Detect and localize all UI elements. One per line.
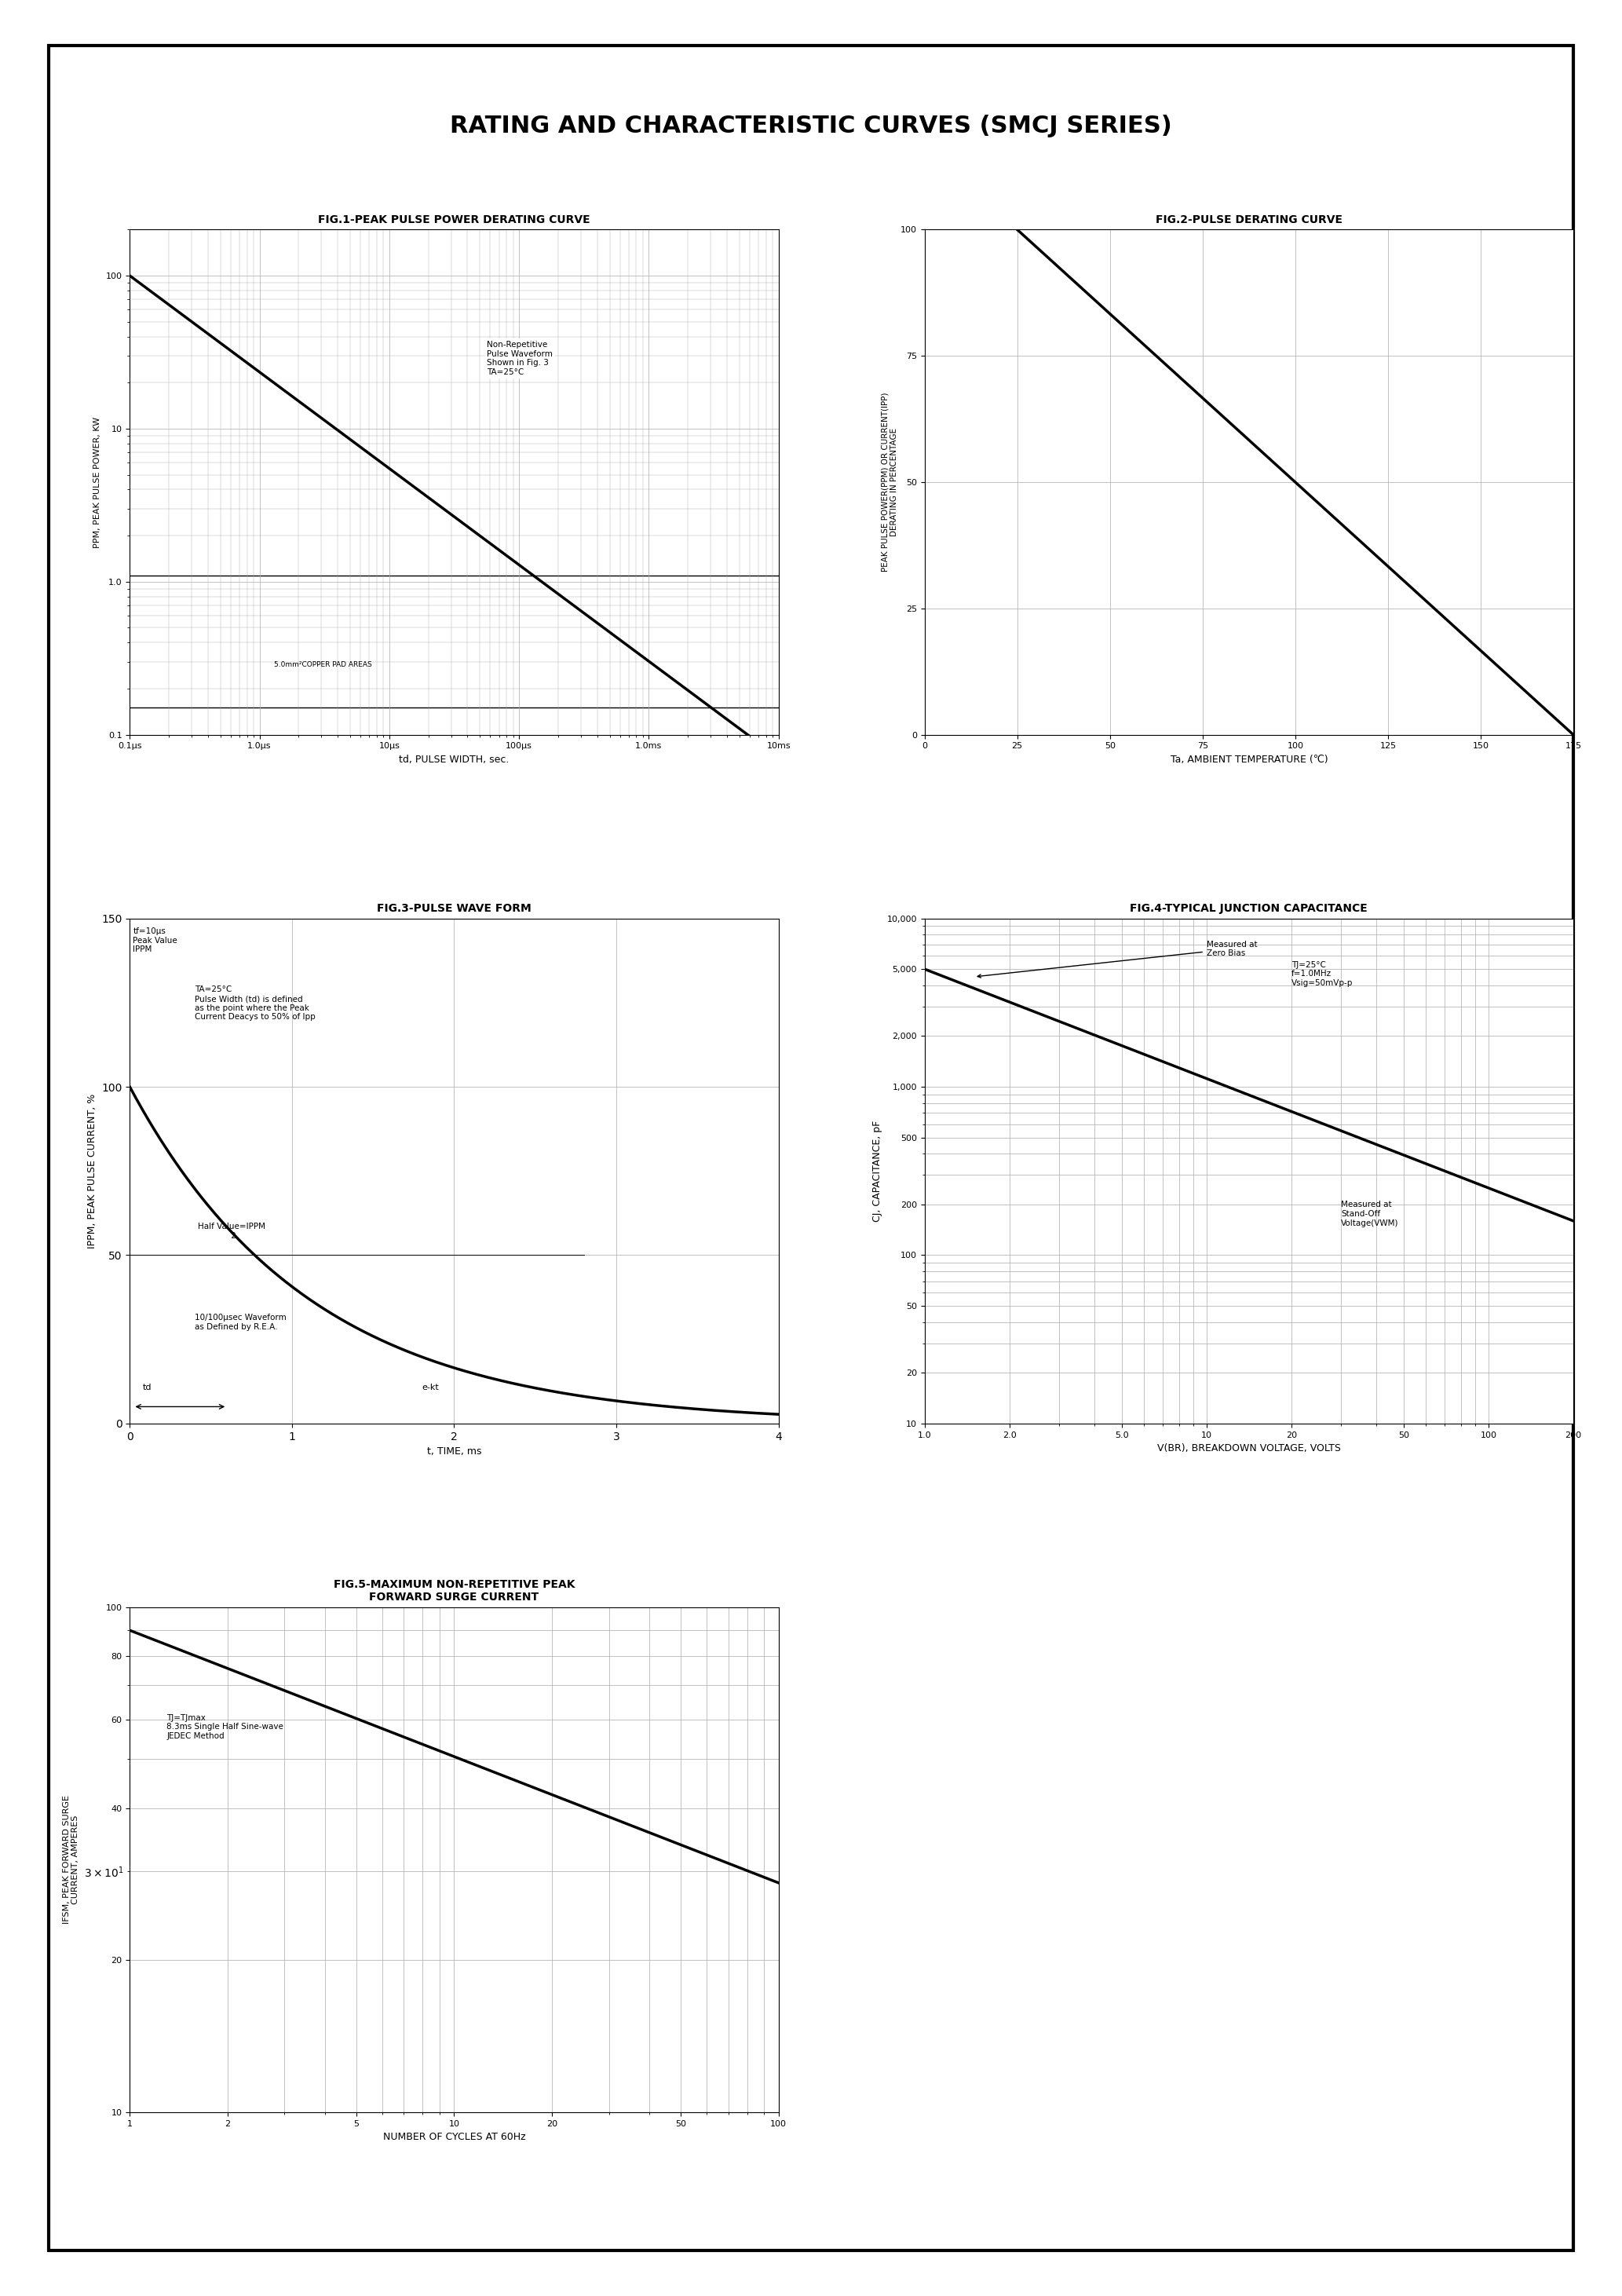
X-axis label: t, TIME, ms: t, TIME, ms: [427, 1446, 482, 1456]
X-axis label: V(BR), BREAKDOWN VOLTAGE, VOLTS: V(BR), BREAKDOWN VOLTAGE, VOLTS: [1156, 1444, 1341, 1453]
Text: td: td: [143, 1384, 152, 1391]
Title: FIG.3-PULSE WAVE FORM: FIG.3-PULSE WAVE FORM: [376, 902, 532, 914]
Y-axis label: CJ, CAPACITANCE, pF: CJ, CAPACITANCE, pF: [873, 1120, 882, 1221]
Text: tf=10μs
Peak Value
IPPM: tf=10μs Peak Value IPPM: [133, 928, 177, 953]
Text: 10/100μsec Waveform
as Defined by R.E.A.: 10/100μsec Waveform as Defined by R.E.A.: [195, 1313, 287, 1332]
Text: Non-Repetitive
Pulse Waveform
Shown in Fig. 3
TA=25°C: Non-Repetitive Pulse Waveform Shown in F…: [487, 340, 553, 377]
Text: Measured at
Zero Bias: Measured at Zero Bias: [978, 941, 1257, 978]
Title: FIG.2-PULSE DERATING CURVE: FIG.2-PULSE DERATING CURVE: [1155, 214, 1343, 225]
X-axis label: NUMBER OF CYCLES AT 60Hz: NUMBER OF CYCLES AT 60Hz: [383, 2133, 526, 2142]
Y-axis label: PPM, PEAK PULSE POWER, KW: PPM, PEAK PULSE POWER, KW: [94, 416, 101, 549]
Text: 5.0mm²COPPER PAD AREAS: 5.0mm²COPPER PAD AREAS: [274, 661, 371, 668]
Text: RATING AND CHARACTERISTIC CURVES (SMCJ SERIES): RATING AND CHARACTERISTIC CURVES (SMCJ S…: [449, 115, 1173, 138]
Text: TA=25°C
Pulse Width (td) is defined
as the point where the Peak
Current Deacys t: TA=25°C Pulse Width (td) is defined as t…: [195, 985, 315, 1022]
Text: TJ=25°C
f=1.0MHz
Vsig=50mVp-p: TJ=25°C f=1.0MHz Vsig=50mVp-p: [1291, 962, 1353, 987]
Text: TJ=TJmax
8.3ms Single Half Sine-wave
JEDEC Method: TJ=TJmax 8.3ms Single Half Sine-wave JED…: [167, 1713, 284, 1740]
Title: FIG.5-MAXIMUM NON-REPETITIVE PEAK
FORWARD SURGE CURRENT: FIG.5-MAXIMUM NON-REPETITIVE PEAK FORWAR…: [334, 1580, 574, 1603]
Text: Measured at
Stand-Off
Voltage(VWM): Measured at Stand-Off Voltage(VWM): [1341, 1201, 1398, 1226]
FancyBboxPatch shape: [0, 576, 970, 707]
Y-axis label: IPPМ, PEAK PULSE CURRENT, %: IPPМ, PEAK PULSE CURRENT, %: [88, 1093, 97, 1249]
Text: Half Value=IPPM
             2: Half Value=IPPM 2: [198, 1224, 266, 1240]
Y-axis label: PEAK PULSE POWER(PPM) OR CURRENT(IPP)
DERATING IN PERCENTAGE: PEAK PULSE POWER(PPM) OR CURRENT(IPP) DE…: [881, 393, 899, 572]
X-axis label: td, PULSE WIDTH, sec.: td, PULSE WIDTH, sec.: [399, 755, 509, 765]
Title: FIG.4-TYPICAL JUNCTION CAPACITANCE: FIG.4-TYPICAL JUNCTION CAPACITANCE: [1131, 902, 1367, 914]
Text: e-kt: e-kt: [422, 1384, 440, 1391]
X-axis label: Ta, AMBIENT TEMPERATURE (℃): Ta, AMBIENT TEMPERATURE (℃): [1169, 755, 1328, 765]
Y-axis label: IFSM, PEAK FORWARD SURGE
CURRENT, AMPERES: IFSM, PEAK FORWARD SURGE CURRENT, AMPERE…: [63, 1795, 79, 1924]
Title: FIG.1-PEAK PULSE POWER DERATING CURVE: FIG.1-PEAK PULSE POWER DERATING CURVE: [318, 214, 590, 225]
